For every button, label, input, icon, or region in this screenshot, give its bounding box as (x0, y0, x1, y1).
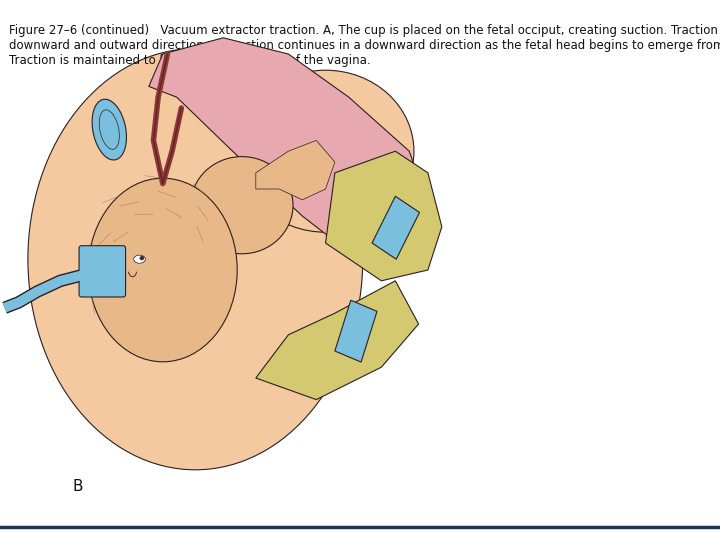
Ellipse shape (28, 49, 363, 470)
Ellipse shape (134, 255, 145, 263)
Ellipse shape (89, 178, 237, 362)
Polygon shape (149, 38, 428, 270)
Bar (335, 300, 377, 362)
Ellipse shape (92, 99, 127, 160)
Text: B: B (72, 479, 83, 494)
Polygon shape (256, 281, 418, 400)
Ellipse shape (237, 70, 414, 232)
Ellipse shape (140, 256, 144, 260)
FancyBboxPatch shape (79, 246, 125, 297)
Ellipse shape (191, 157, 293, 254)
Text: Figure 27–6 (continued)   Vacuum extractor traction. A, The cup is placed on the: Figure 27–6 (continued) Vacuum extractor… (9, 24, 720, 68)
Polygon shape (325, 151, 442, 281)
Bar (372, 196, 420, 259)
Polygon shape (256, 140, 335, 200)
